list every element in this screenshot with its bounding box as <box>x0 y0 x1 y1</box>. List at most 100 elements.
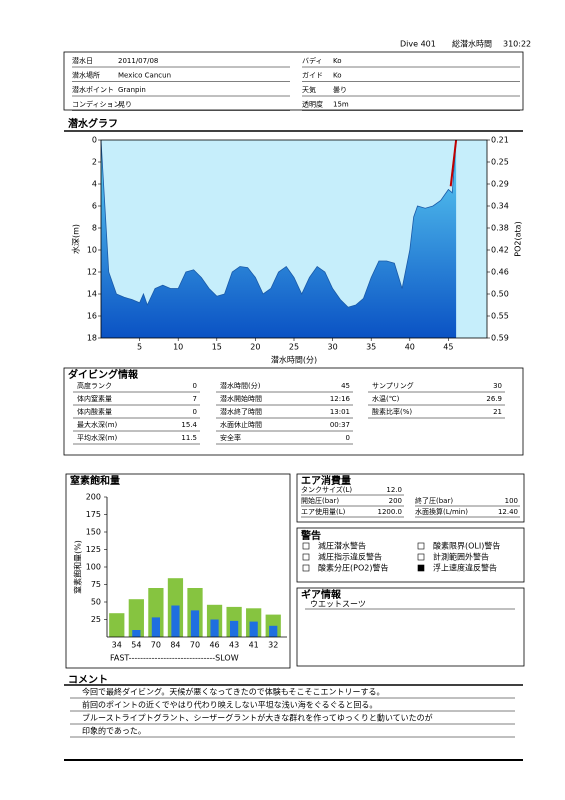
y-tick-label: 100 <box>86 563 101 572</box>
y2-tick-label: 0.34 <box>491 202 509 211</box>
air-label: タンクサイズ(L) <box>301 485 352 494</box>
comment-line: 前回のポイントの近くでやはり代わり映えしない平坦な浅い海をぐるぐると回る。 <box>82 700 377 710</box>
detail-value: 0 <box>193 408 197 416</box>
comment-line: 印象的であった。 <box>82 726 146 736</box>
bar <box>132 630 141 637</box>
y-axis-label: 水深(m) <box>71 224 81 254</box>
y2-tick-label: 0.46 <box>491 268 509 277</box>
checkbox <box>302 553 310 561</box>
section-title: 潜水グラフ <box>68 117 118 130</box>
info-label: 潜水日 <box>72 56 93 65</box>
comment-line: ブルーストライプトグラント、シーザーグラントが大きな群れを作ってゆっくりと動いて… <box>82 713 433 723</box>
detail-label: 水面休止時間 <box>220 420 262 429</box>
x-tick-label: 54 <box>131 641 141 650</box>
detail-label: 最大水深(m) <box>77 420 118 429</box>
detail-value: 15.4 <box>181 421 197 429</box>
bar <box>210 619 219 637</box>
detail-label: サンプリング <box>372 381 414 390</box>
info-value: Ko <box>333 57 342 65</box>
depth-line <box>449 139 458 187</box>
y-tick-label: 75 <box>91 580 101 589</box>
y2-tick-label: 0.50 <box>491 290 509 299</box>
bar <box>109 613 125 637</box>
detail-label: 体内窒素量 <box>77 394 112 403</box>
bar <box>128 599 144 637</box>
x-tick-label: 70 <box>151 641 161 650</box>
y-tick-label: 125 <box>86 545 101 554</box>
dive-number: Dive 401 <box>400 40 436 49</box>
info-value: 2011/07/08 <box>118 57 158 65</box>
detail-label: 安全率 <box>220 433 241 442</box>
info-label: 潜水場所 <box>72 71 100 80</box>
info-label: 潜水ポイント <box>72 85 114 94</box>
x-tick-label: 43 <box>229 641 239 650</box>
y-tick-label: 8 <box>92 224 97 233</box>
detail-value: 12:16 <box>330 395 351 403</box>
section-title: ダイビング情報 <box>68 368 139 381</box>
x-tick-label: 46 <box>209 641 219 650</box>
info-label: ガイド <box>302 71 323 80</box>
y-tick-label: 25 <box>91 615 101 624</box>
detail-value: 21 <box>493 408 502 416</box>
y-tick-label: 2 <box>92 158 97 167</box>
x-tick-label: 25 <box>289 343 299 352</box>
info-label: 天気 <box>302 85 316 94</box>
bar <box>171 605 180 637</box>
warning-label: 酸素分圧(PO2)警告 <box>318 563 388 573</box>
section-title: エア消費量 <box>301 474 351 487</box>
depth-line <box>100 139 457 308</box>
warning-box <box>296 527 525 583</box>
y-tick-label: 175 <box>86 510 101 519</box>
y-tick-label: 12 <box>87 268 97 277</box>
detail-value: 30 <box>493 382 502 390</box>
y2-tick-label: 0.59 <box>491 334 509 343</box>
y2-tick-label: 0.29 <box>491 180 509 189</box>
warning-label: 計測範囲外警告 <box>433 552 489 562</box>
y-tick-label: 0 <box>92 136 97 145</box>
x-tick-label: 5 <box>137 343 142 352</box>
y2-tick-label: 0.25 <box>491 158 509 167</box>
y2-tick-label: 0.42 <box>491 246 509 255</box>
gear-item: ウエットスーツ <box>310 600 366 609</box>
x-tick-label: 41 <box>249 641 259 650</box>
x-tick-label: 45 <box>443 343 453 352</box>
detail-label: 高度ランク <box>77 381 112 390</box>
x-tick-label: 70 <box>190 641 200 650</box>
total-time: 310:22 <box>503 40 531 49</box>
comment-line: 今回で最終ダイビング。天候が悪くなってきたので体験もそこそこエントリーする。 <box>82 687 385 697</box>
detail-value: 7 <box>193 395 197 403</box>
checkbox <box>417 542 425 550</box>
total-time-label: 総潜水時間 <box>452 39 492 49</box>
y-tick-label: 50 <box>91 598 101 607</box>
y-tick-label: 150 <box>86 528 101 537</box>
x-tick-label: 40 <box>405 343 415 352</box>
air-value: 12.40 <box>498 508 518 516</box>
warning-label: 減圧潜水警告 <box>318 541 366 551</box>
checkbox <box>302 564 310 572</box>
info-value: 晃り <box>118 101 132 109</box>
x-tick-label: 35 <box>366 343 376 352</box>
x-tick-label: 34 <box>112 641 122 650</box>
gear-box <box>296 587 525 667</box>
air-label: エア使用量(L) <box>301 507 346 516</box>
y-tick-label: 18 <box>87 334 97 343</box>
section-title: ギア情報 <box>301 588 342 601</box>
y-tick-label: 200 <box>86 493 101 502</box>
x-axis-label: FAST------------------------------SLOW <box>110 654 239 663</box>
y2-axis-label: PO2(ata) <box>514 221 523 256</box>
section-title: 警告 <box>300 529 321 542</box>
detail-value: 00:37 <box>330 421 350 429</box>
detail-label: 潜水時間(分) <box>220 381 261 390</box>
checkbox <box>417 553 425 561</box>
details-box <box>63 367 524 456</box>
y-axis-label: 窒素飽和量(%) <box>73 540 83 594</box>
bar <box>269 625 278 637</box>
detail-value: 45 <box>341 382 350 390</box>
detail-value: 11.5 <box>181 434 197 442</box>
info-value: Ko <box>333 72 342 80</box>
detail-label: 潜水開始時間 <box>220 394 262 403</box>
section-title: コメント <box>68 674 108 686</box>
detail-label: 体内酸素量 <box>77 407 112 416</box>
y-tick-label: 10 <box>87 246 97 255</box>
